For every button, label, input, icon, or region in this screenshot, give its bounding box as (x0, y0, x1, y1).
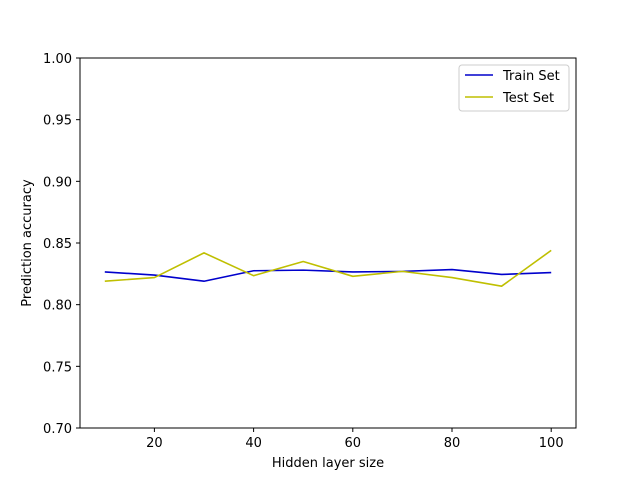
y-tick-label: 0.90 (43, 175, 72, 190)
x-tick-label: 40 (245, 436, 262, 451)
x-tick-label: 100 (539, 436, 564, 451)
legend-label-train-set: Train Set (502, 69, 560, 84)
y-axis: 0.70 0.75 0.80 0.85 0.90 0.95 1.00 (43, 52, 80, 437)
y-axis-label: Prediction accuracy (20, 179, 35, 307)
x-axis: 20 40 60 80 100 (146, 428, 563, 451)
x-tick-label: 20 (146, 436, 163, 451)
plot-area (80, 58, 576, 428)
y-tick-label: 0.80 (43, 299, 72, 314)
legend: Train Set Test Set (459, 65, 569, 111)
y-tick-label: 0.75 (43, 360, 72, 375)
x-axis-label: Hidden layer size (272, 456, 384, 471)
plot-frame (80, 58, 576, 428)
y-tick-label: 0.70 (43, 422, 72, 437)
x-tick-label: 80 (444, 436, 461, 451)
legend-label-test-set: Test Set (502, 91, 554, 106)
y-tick-label: 0.95 (43, 114, 72, 129)
x-tick-label: 60 (345, 436, 362, 451)
y-tick-label: 0.85 (43, 237, 72, 252)
y-tick-label: 1.00 (43, 52, 72, 67)
